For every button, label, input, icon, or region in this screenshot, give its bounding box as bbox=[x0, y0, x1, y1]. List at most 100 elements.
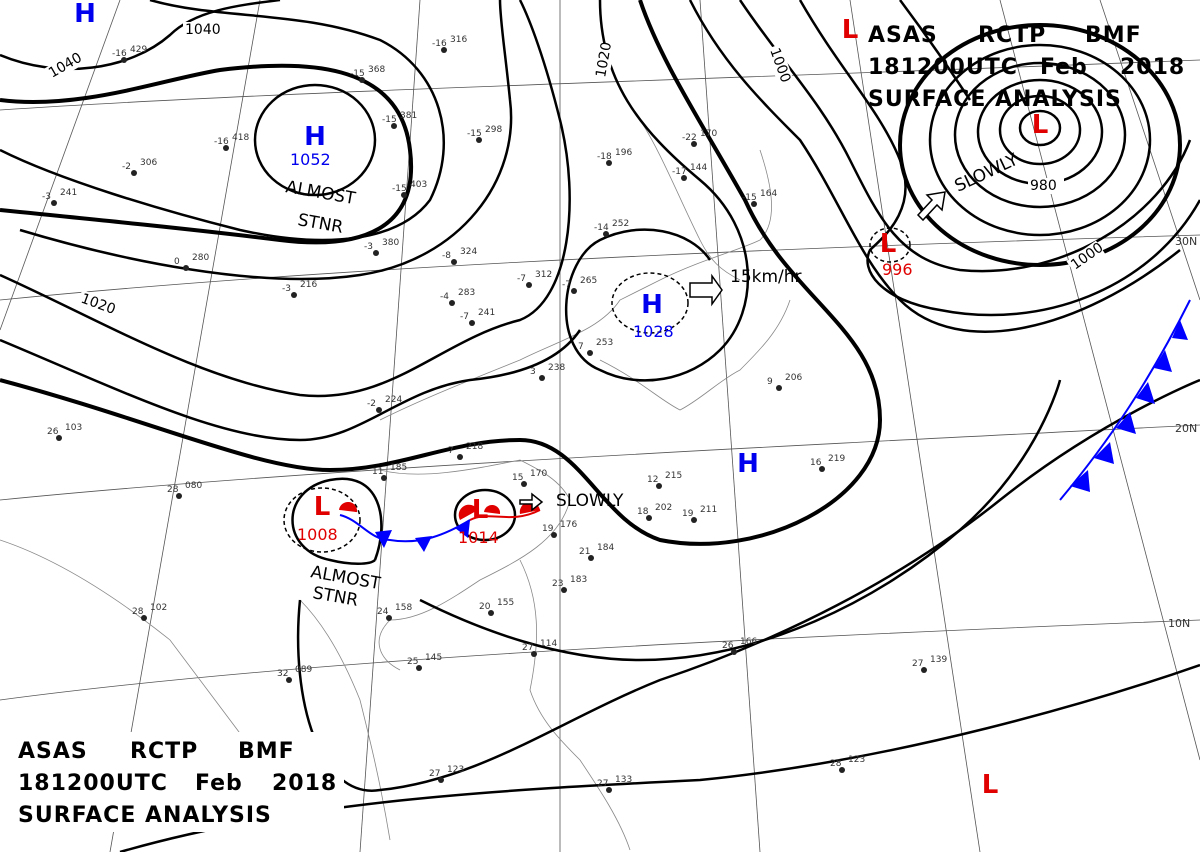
station-temperature: 26 bbox=[47, 427, 59, 437]
station-temperature: -16 bbox=[214, 137, 229, 147]
station-temperature: 28 bbox=[132, 607, 144, 617]
front-triangle bbox=[1136, 382, 1155, 404]
station-marker bbox=[551, 532, 557, 538]
station-temperature: -14 bbox=[594, 223, 609, 233]
station-marker bbox=[561, 587, 567, 593]
station-pressure: 224 bbox=[385, 395, 402, 405]
coastline bbox=[299, 599, 391, 841]
station-marker bbox=[469, 320, 475, 326]
footer-text: 2018 bbox=[272, 771, 337, 796]
station-marker bbox=[731, 649, 737, 655]
station-marker bbox=[646, 515, 652, 521]
station-pressure: 139 bbox=[930, 655, 947, 665]
station-temperature: -2 bbox=[122, 162, 131, 172]
station-pressure: 158 bbox=[395, 603, 412, 613]
isobar-label-backdrop bbox=[592, 42, 615, 81]
high-center-ring bbox=[611, 272, 689, 334]
station-marker bbox=[416, 665, 422, 671]
footer-text: BMF bbox=[238, 739, 295, 764]
station-pressure: 103 bbox=[65, 423, 82, 433]
station-temperature: -15 bbox=[467, 129, 482, 139]
station-pressure: 316 bbox=[450, 35, 467, 45]
front-semicircle bbox=[339, 501, 358, 513]
front-triangle bbox=[1070, 470, 1090, 492]
station-pressure: 219 bbox=[828, 454, 845, 464]
isobar-label: 1040 bbox=[185, 22, 221, 38]
station-pressure: 368 bbox=[368, 65, 385, 75]
station-marker bbox=[381, 475, 387, 481]
front-triangle bbox=[1094, 442, 1114, 464]
station-temperature: 18 bbox=[637, 507, 649, 517]
header-text: SURFACE ANALYSIS bbox=[868, 87, 1122, 112]
station-marker bbox=[921, 667, 927, 673]
station-marker bbox=[751, 201, 757, 207]
system-symbol: L bbox=[314, 492, 331, 522]
stationary-front bbox=[339, 514, 471, 543]
footer-text: ASAS bbox=[18, 739, 88, 764]
station-temperature: -16 bbox=[432, 39, 447, 49]
station-marker bbox=[386, 615, 392, 621]
header-text: 2018 bbox=[1120, 55, 1185, 80]
station-marker bbox=[183, 265, 189, 271]
latitude-line bbox=[0, 59, 1200, 111]
station-temperature: 11 bbox=[372, 467, 383, 477]
station-temperature: 16 bbox=[810, 458, 822, 468]
isobar bbox=[565, 0, 750, 382]
station-temperature: -16 bbox=[112, 49, 127, 59]
station-marker bbox=[606, 160, 612, 166]
station-pressure: 164 bbox=[760, 189, 777, 199]
isobar-label-backdrop bbox=[44, 50, 84, 83]
station-pressure: 418 bbox=[232, 133, 249, 143]
system-pressure: 1028 bbox=[633, 322, 674, 341]
station-pressure: 089 bbox=[295, 665, 312, 675]
isobar bbox=[688, 0, 1181, 333]
isobar bbox=[0, 0, 445, 242]
latitude-line bbox=[0, 424, 1200, 501]
station-marker bbox=[131, 170, 137, 176]
station-pressure: 211 bbox=[700, 505, 717, 515]
isobar bbox=[0, 0, 571, 398]
station-marker bbox=[141, 615, 147, 621]
station-pressure: 123 bbox=[447, 765, 464, 775]
station-marker bbox=[291, 292, 297, 298]
front-triangle bbox=[375, 530, 392, 548]
station-pressure: 184 bbox=[597, 543, 614, 553]
station-temperature: 27 bbox=[429, 769, 440, 779]
system-pressure: 996 bbox=[882, 260, 913, 279]
station-temperature: -2 bbox=[367, 399, 376, 409]
station-temperature: -7 bbox=[517, 274, 526, 284]
isobar bbox=[738, 0, 1192, 273]
station-pressure: 080 bbox=[185, 481, 202, 491]
station-pressure: 381 bbox=[400, 111, 417, 121]
station-pressure: 170 bbox=[530, 469, 547, 479]
isobar bbox=[0, 0, 883, 546]
annotation: 15km/hr bbox=[730, 267, 802, 287]
station-temperature: -3 bbox=[282, 284, 291, 294]
isobar bbox=[453, 488, 517, 542]
station-pressure: 265 bbox=[580, 276, 597, 286]
station-temperature: -15 bbox=[742, 193, 757, 203]
station-marker bbox=[531, 651, 537, 657]
station-marker bbox=[121, 57, 127, 63]
isobar bbox=[0, 63, 414, 245]
station-pressure: 166 bbox=[740, 637, 757, 647]
fronts bbox=[339, 299, 1191, 552]
station-temperature: 7 bbox=[578, 342, 584, 352]
station-pressure: 144 bbox=[690, 163, 707, 173]
header-text: RCTP bbox=[978, 23, 1046, 48]
station-pressure: 280 bbox=[192, 253, 209, 263]
station-pressure: 145 bbox=[425, 653, 442, 663]
station-pressure: 218 bbox=[466, 442, 483, 452]
station-pressure: 114 bbox=[540, 639, 557, 649]
station-pressure: 133 bbox=[615, 775, 632, 785]
coastline bbox=[0, 539, 261, 761]
isobar bbox=[0, 329, 582, 442]
station-marker bbox=[819, 466, 825, 472]
system-pressure: 1014 bbox=[458, 528, 499, 547]
station-marker bbox=[457, 454, 463, 460]
station-marker bbox=[376, 407, 382, 413]
footer-backdrop bbox=[14, 732, 344, 832]
station-pressure: 324 bbox=[460, 247, 477, 257]
